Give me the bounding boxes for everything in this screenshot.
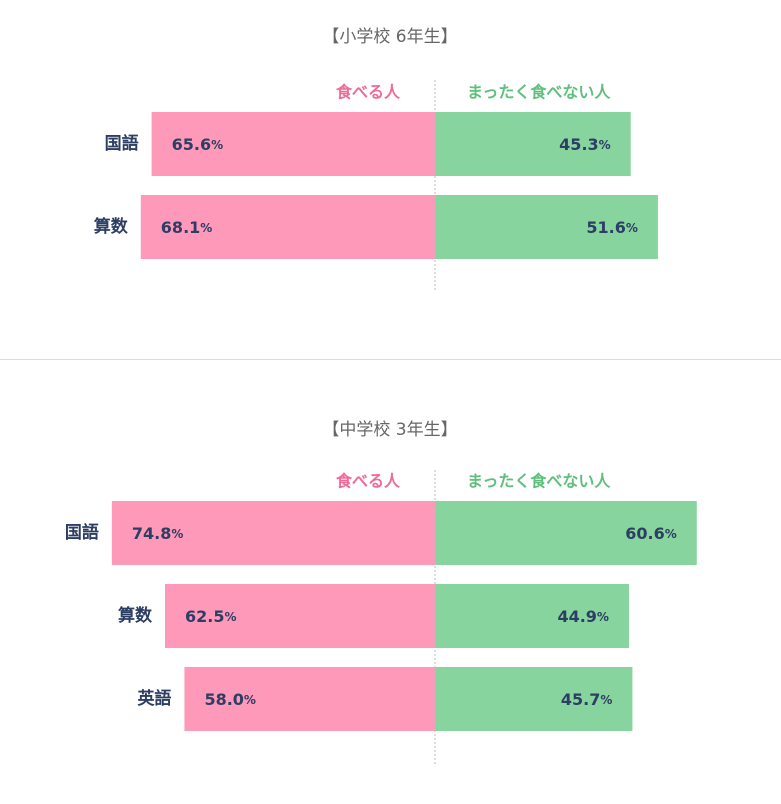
chart1-bar-eat-2 xyxy=(140,195,436,259)
chart2-bar-not-eat-1 xyxy=(435,501,697,565)
chart2-value-not-eat-2: 44.9% xyxy=(557,607,609,626)
chart1-category-label-2: 算数 xyxy=(93,216,129,237)
chart1-value-not-eat-1: 45.3% xyxy=(559,135,611,154)
chart2-bar-eat-1 xyxy=(111,501,435,565)
chart1-title: 【小学校 6年生】 xyxy=(322,27,457,47)
chart1-legend-not-eat: まったく食べない人 xyxy=(467,83,611,102)
chart2-legend-not-eat: まったく食べない人 xyxy=(467,472,611,491)
chart1-value-not-eat-2: 51.6% xyxy=(586,218,638,237)
chart2-bar-not-eat-3 xyxy=(435,667,633,731)
chart2-category-label-3: 英語 xyxy=(137,688,171,709)
chart2-value-not-eat-1: 60.6% xyxy=(625,524,677,543)
chart2-value-eat-1: 74.8% xyxy=(132,524,184,543)
chart2-title: 【中学校 3年生】 xyxy=(322,420,457,440)
chart2-category-label-1: 国語 xyxy=(65,522,99,543)
chart1-value-eat-2: 68.1% xyxy=(161,218,213,237)
chart1-legend-eat: 食べる人 xyxy=(335,83,401,102)
chart1-bar-not-eat-1 xyxy=(435,112,631,176)
chart2-bar-eat-3 xyxy=(184,667,435,731)
chart2-value-eat-2: 62.5% xyxy=(185,607,237,626)
chart2-bar-eat-2 xyxy=(165,584,435,648)
chart1-bar-not-eat-2 xyxy=(435,195,658,259)
chart2-bar-not-eat-2 xyxy=(435,584,629,648)
chart1-category-label-1: 国語 xyxy=(105,133,139,154)
chart2-value-not-eat-3: 45.7% xyxy=(561,690,613,709)
chart2-value-eat-3: 58.0% xyxy=(204,690,256,709)
chart2-category-label-2: 算数 xyxy=(117,605,153,626)
chart1-bar-eat-1 xyxy=(151,112,435,176)
chart1-value-eat-1: 65.6% xyxy=(172,135,224,154)
chart2-legend-eat: 食べる人 xyxy=(335,472,401,491)
